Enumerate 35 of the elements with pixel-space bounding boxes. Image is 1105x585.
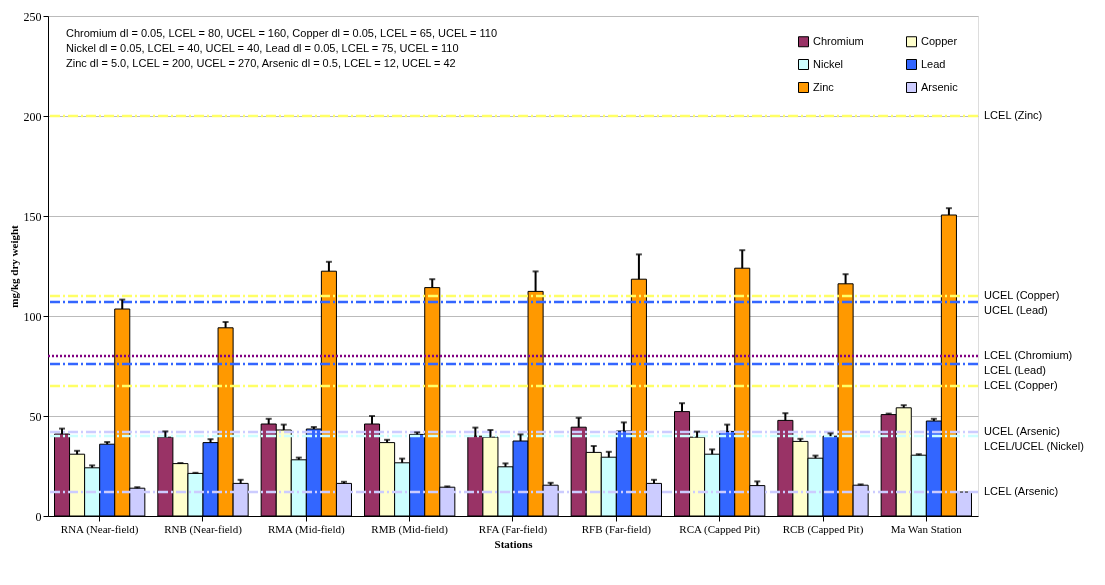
x-tick-label: RFB (Far-field) <box>581 522 652 536</box>
x-tick-label: RFA (Far-field) <box>478 522 548 536</box>
ref-line-label: LCEL (Chromium) <box>984 349 1073 361</box>
x-tick-label: RMA (Mid-field) <box>267 522 346 536</box>
y-tick-label: 0 <box>35 509 42 524</box>
legend-label: Nickel <box>813 57 843 70</box>
x-tick-label: RMB (Mid-field) <box>371 522 449 536</box>
ref-line-label: LCEL (Zinc) <box>984 109 1043 121</box>
x-tick-label: RNA (Near-field) <box>60 522 139 536</box>
annotation: Nickel dl = 0.05, LCEL = 40, UCEL = 40, Lead dl = 0.05, LCEL = 75, UCEL = 110 <box>66 42 459 54</box>
x-tick-label: RCB (Capped Pit) <box>782 522 864 536</box>
x-tick-label: RCA (Capped Pit) <box>679 522 761 536</box>
x-tick-label: Ma Wan Station <box>890 522 963 535</box>
ref-line-label: LCEL/UCEL (Nickel) <box>984 440 1084 452</box>
ref-line-label: LCEL (Arsenic) <box>984 485 1059 497</box>
legend-label: Chromium <box>813 34 864 47</box>
legend-label: Lead <box>921 57 946 70</box>
x-tick-label: RNB (Near-field) <box>164 522 243 536</box>
legend-label: Arsenic <box>921 80 959 93</box>
ref-line-label: UCEL (Arsenic) <box>984 425 1060 437</box>
ref-line-label: UCEL (Copper) <box>984 289 1060 301</box>
y-tick-label: 100 <box>23 309 42 324</box>
y-tick-label: 250 <box>23 9 42 24</box>
ref-line-label: LCEL (Copper) <box>984 379 1058 391</box>
y-tick-label: 200 <box>23 109 42 124</box>
annotation: Zinc dl = 5.0, LCEL = 200, UCEL = 270, Arsenic dl = 0.5, LCEL = 12, UCEL = 42 <box>66 57 456 69</box>
x-axis-title: Stations <box>494 537 534 550</box>
ref-line-label: UCEL (Lead) <box>984 304 1048 316</box>
y-axis-title: mg/kg dry weight <box>7 224 20 308</box>
y-tick-label: 50 <box>29 409 42 424</box>
annotation: Chromium dl = 0.05, LCEL = 80, UCEL = 160, Copper dl = 0.05, LCEL = 65, UCEL = 110 <box>66 27 498 39</box>
legend-label: Zinc <box>813 80 835 93</box>
legend-label: Copper <box>921 34 958 47</box>
ref-line-label: LCEL (Lead) <box>984 364 1046 376</box>
y-tick-label: 150 <box>23 209 42 224</box>
